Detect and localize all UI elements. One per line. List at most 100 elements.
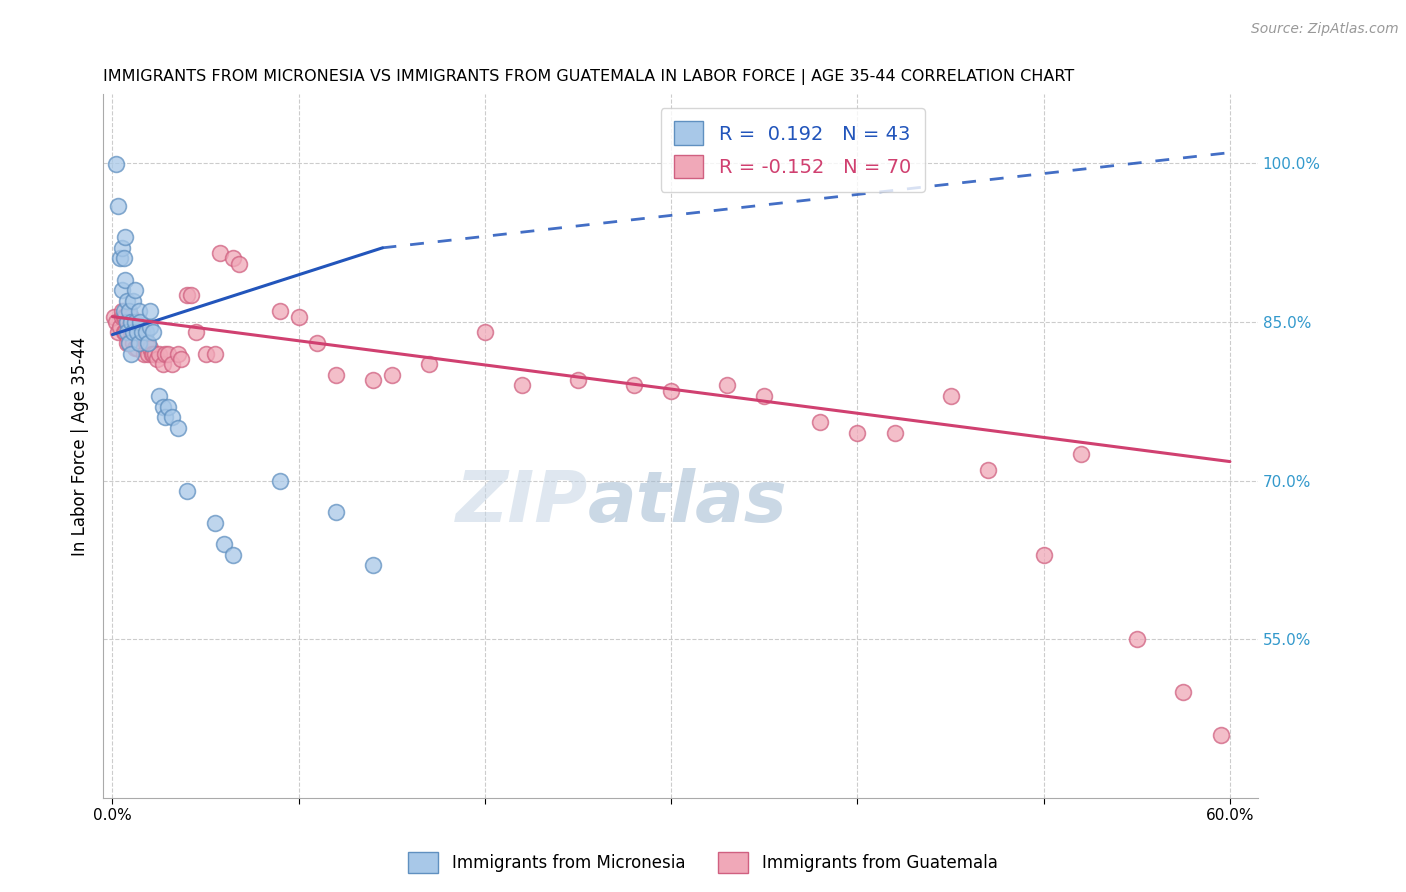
Point: [146, 351, 169, 366]
Point: [120, 346, 142, 360]
Point: [135, 326, 157, 340]
Point: [209, 246, 232, 260]
Legend: R =  0.192   N = 43, R = -0.152   N = 70: R = 0.192 N = 43, R = -0.152 N = 70: [661, 108, 925, 192]
Point: [118, 336, 141, 351]
Text: Source: ZipAtlas.com: Source: ZipAtlas.com: [1251, 22, 1399, 37]
Point: [112, 310, 135, 324]
Point: [125, 342, 148, 356]
Point: [105, 157, 128, 171]
Point: [136, 336, 159, 351]
Text: ZIP: ZIP: [456, 468, 588, 537]
Point: [212, 537, 235, 551]
Point: [846, 425, 869, 440]
Point: [120, 315, 142, 329]
Point: [124, 326, 146, 340]
Point: [325, 505, 347, 519]
Point: [623, 378, 645, 392]
Legend: Immigrants from Micronesia, Immigrants from Guatemala: Immigrants from Micronesia, Immigrants f…: [402, 846, 1004, 880]
Point: [117, 326, 139, 340]
Point: [1070, 447, 1092, 461]
Point: [883, 425, 905, 440]
Point: [138, 304, 160, 318]
Point: [112, 304, 135, 318]
Point: [228, 257, 250, 271]
Point: [135, 336, 157, 351]
Point: [176, 288, 198, 302]
Point: [111, 241, 134, 255]
Point: [160, 410, 183, 425]
Point: [170, 351, 193, 366]
Point: [474, 326, 496, 340]
Point: [112, 326, 135, 340]
Point: [132, 346, 155, 360]
Point: [222, 548, 245, 562]
Point: [361, 558, 384, 573]
Point: [117, 336, 139, 351]
Point: [120, 326, 142, 340]
Point: [287, 310, 309, 324]
Point: [269, 474, 291, 488]
Point: [152, 357, 174, 371]
Point: [361, 373, 384, 387]
Point: [103, 310, 125, 324]
Point: [716, 378, 738, 392]
Point: [176, 484, 198, 499]
Text: atlas: atlas: [588, 468, 787, 537]
Point: [186, 326, 208, 340]
Point: [153, 410, 176, 425]
Point: [142, 326, 165, 340]
Point: [194, 346, 217, 360]
Point: [114, 272, 136, 286]
Point: [152, 400, 174, 414]
Point: [114, 326, 136, 340]
Point: [131, 326, 153, 340]
Point: [120, 310, 142, 324]
Point: [118, 304, 141, 318]
Point: [111, 304, 134, 318]
Point: [939, 389, 962, 403]
Point: [128, 336, 150, 351]
Point: [112, 252, 135, 266]
Point: [107, 326, 129, 340]
Point: [108, 320, 131, 334]
Point: [148, 346, 170, 360]
Point: [180, 288, 202, 302]
Point: [111, 310, 134, 324]
Point: [166, 346, 188, 360]
Point: [142, 346, 165, 360]
Point: [1032, 548, 1054, 562]
Point: [143, 346, 166, 360]
Text: IMMIGRANTS FROM MICRONESIA VS IMMIGRANTS FROM GUATEMALA IN LABOR FORCE | AGE 35-: IMMIGRANTS FROM MICRONESIA VS IMMIGRANTS…: [103, 69, 1074, 85]
Point: [124, 315, 146, 329]
Point: [381, 368, 404, 382]
Point: [153, 346, 176, 360]
Point: [160, 357, 183, 371]
Point: [138, 320, 160, 334]
Point: [131, 326, 153, 340]
Point: [129, 336, 152, 351]
Point: [108, 252, 131, 266]
Point: [125, 326, 148, 340]
Point: [124, 283, 146, 297]
Point: [269, 304, 291, 318]
Point: [118, 320, 141, 334]
Point: [307, 336, 329, 351]
Point: [122, 336, 145, 351]
Point: [157, 346, 180, 360]
Point: [141, 346, 163, 360]
Point: [114, 310, 136, 324]
Point: [418, 357, 440, 371]
Point: [204, 346, 226, 360]
Point: [128, 326, 150, 340]
Point: [117, 315, 139, 329]
Point: [138, 342, 160, 356]
Point: [122, 293, 145, 308]
Point: [148, 389, 170, 403]
Point: [325, 368, 347, 382]
Point: [128, 304, 150, 318]
Point: [157, 400, 180, 414]
Point: [567, 373, 589, 387]
Point: [977, 463, 1000, 477]
Point: [114, 230, 136, 244]
Point: [118, 336, 141, 351]
